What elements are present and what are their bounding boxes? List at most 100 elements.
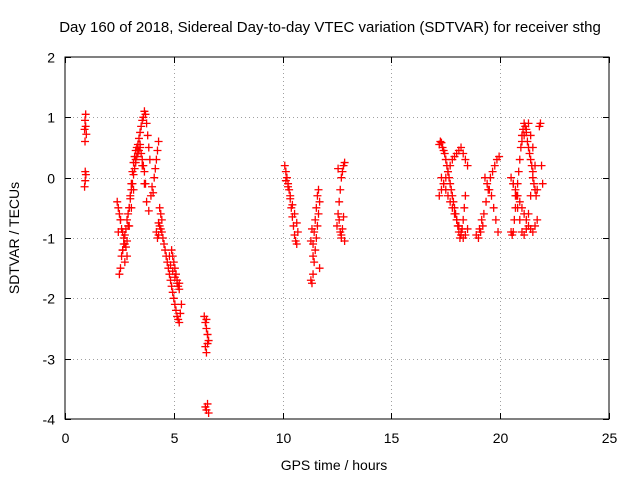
data-point bbox=[338, 224, 347, 233]
data-point bbox=[154, 137, 163, 146]
data-point bbox=[148, 182, 157, 191]
data-point bbox=[158, 234, 167, 242]
data-point bbox=[284, 182, 293, 191]
data-point bbox=[457, 143, 466, 152]
data-point bbox=[126, 194, 135, 203]
data-point bbox=[153, 146, 162, 155]
chart-title: Day 160 of 2018, Sidereal Day-to-day VTE… bbox=[59, 19, 601, 36]
data-point bbox=[528, 173, 537, 182]
data-point bbox=[165, 252, 174, 261]
data-point bbox=[81, 167, 90, 176]
data-point bbox=[170, 273, 179, 282]
data-point bbox=[335, 197, 344, 206]
data-point bbox=[337, 173, 346, 182]
data-point bbox=[133, 146, 142, 155]
data-point bbox=[82, 130, 91, 139]
data-point bbox=[81, 137, 90, 146]
data-point bbox=[312, 234, 321, 242]
data-point bbox=[124, 209, 133, 218]
data-point bbox=[307, 279, 316, 288]
data-point bbox=[507, 173, 516, 182]
data-point bbox=[120, 230, 129, 239]
data-point bbox=[338, 167, 347, 176]
data-point bbox=[448, 203, 457, 212]
data-point bbox=[166, 261, 175, 270]
data-point bbox=[143, 131, 152, 140]
data-point bbox=[288, 200, 297, 209]
data-point bbox=[524, 209, 533, 218]
data-point bbox=[313, 191, 322, 200]
data-point bbox=[515, 155, 524, 164]
data-point bbox=[515, 215, 524, 224]
data-point bbox=[524, 119, 533, 128]
data-point bbox=[443, 191, 452, 200]
data-point bbox=[488, 167, 497, 176]
gridlines bbox=[65, 57, 609, 419]
data-point bbox=[463, 224, 472, 233]
data-point bbox=[509, 227, 518, 236]
data-point bbox=[176, 309, 185, 318]
data-point bbox=[450, 209, 459, 218]
x-tick-label: 10 bbox=[276, 430, 292, 446]
data-point bbox=[141, 110, 150, 119]
data-point bbox=[339, 212, 348, 221]
data-point bbox=[281, 176, 290, 185]
y-tick-label: -4 bbox=[43, 412, 56, 428]
data-point bbox=[526, 131, 535, 140]
data-point bbox=[136, 140, 145, 149]
data-point bbox=[306, 237, 315, 246]
data-point bbox=[118, 246, 127, 255]
data-point bbox=[81, 116, 90, 125]
data-point bbox=[169, 294, 178, 303]
data-point bbox=[151, 164, 160, 173]
data-point bbox=[129, 185, 138, 194]
data-point bbox=[125, 221, 134, 230]
data-point bbox=[335, 215, 344, 224]
data-point bbox=[461, 155, 470, 164]
data-point bbox=[136, 128, 145, 137]
data-point bbox=[441, 185, 450, 194]
data-point bbox=[435, 191, 444, 200]
data-point bbox=[286, 191, 295, 200]
data-point bbox=[522, 125, 531, 134]
data-point bbox=[173, 279, 182, 288]
data-point bbox=[525, 149, 534, 158]
data-point bbox=[160, 240, 169, 249]
data-point bbox=[474, 234, 483, 242]
data-point bbox=[312, 203, 321, 212]
data-point bbox=[175, 285, 184, 294]
data-point bbox=[487, 191, 496, 200]
data-point bbox=[138, 161, 147, 170]
data-point bbox=[490, 161, 499, 170]
data-point bbox=[142, 197, 151, 206]
data-point bbox=[515, 197, 524, 206]
data-point bbox=[489, 203, 498, 212]
data-point bbox=[114, 203, 123, 212]
data-point bbox=[311, 246, 320, 255]
data-point bbox=[483, 179, 492, 188]
data-point bbox=[155, 203, 164, 212]
data-point bbox=[127, 203, 136, 212]
data-point bbox=[460, 203, 469, 212]
data-point bbox=[144, 206, 153, 215]
data-point bbox=[520, 230, 529, 239]
data-point bbox=[310, 258, 319, 267]
data-point bbox=[491, 215, 500, 224]
data-point bbox=[129, 170, 138, 179]
data-point bbox=[494, 227, 503, 236]
data-point bbox=[443, 167, 452, 176]
data-point bbox=[486, 173, 495, 182]
data-point bbox=[311, 215, 320, 224]
data-point bbox=[475, 224, 484, 233]
y-tick-label: 2 bbox=[47, 50, 55, 66]
data-point bbox=[204, 408, 213, 417]
data-point bbox=[113, 197, 122, 206]
data-point bbox=[526, 191, 535, 200]
data-point bbox=[119, 240, 128, 249]
data-point bbox=[131, 155, 140, 164]
data-point bbox=[168, 267, 177, 276]
data-point bbox=[168, 288, 177, 297]
data-point bbox=[313, 221, 322, 230]
